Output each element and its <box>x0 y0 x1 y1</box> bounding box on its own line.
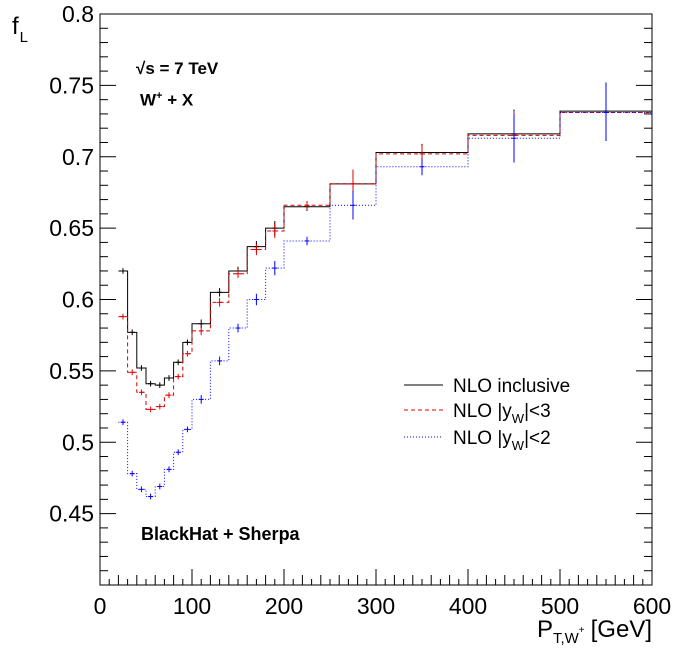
process-annotation-rest: + X <box>162 90 194 110</box>
x-tick-label: 100 <box>173 593 211 619</box>
process-annotation: W+ + X <box>140 90 193 111</box>
x-tick-label: 400 <box>449 593 487 619</box>
x-axis-label-unit: [GeV] <box>591 616 652 643</box>
generator-annotation: BlackHat + Sherpa <box>141 524 300 544</box>
legend-label-inclusive: NLO inclusive <box>453 376 570 397</box>
x-tick-label: 200 <box>265 593 303 619</box>
y-axis-label-sub: L <box>20 29 28 46</box>
y-tick-label: 0.45 <box>49 501 94 527</box>
y-tick-label: 0.8 <box>62 1 94 27</box>
energy-annotation: √s = 7 TeV <box>136 59 219 78</box>
x-tick-label: 600 <box>633 593 671 619</box>
x-tick-label: 500 <box>541 593 579 619</box>
x-tick-label: 0 <box>94 593 107 619</box>
y-tick-label: 0.55 <box>49 358 94 384</box>
y-tick-label: 0.7 <box>62 144 94 170</box>
x-axis-label-sup: + <box>579 625 585 636</box>
legend-label-y3: NLO |yW|<3 <box>453 401 551 426</box>
y-tick-label: 0.6 <box>62 287 94 313</box>
axis-ticks <box>99 13 653 586</box>
y-tick-label: 0.5 <box>62 429 94 455</box>
series-line-2 <box>118 111 652 497</box>
tick-labels: 0 100 200 300 400 500 600 0.45 0.5 0.55 0.6 0.65 0.7… <box>49 1 671 619</box>
x-axis-label: PT,W+ [GeV] <box>537 616 652 647</box>
y-tick-label: 0.65 <box>49 215 94 241</box>
legend: NLO inclusive NLO |yW|<3 NLO |yW|<2 <box>404 376 570 453</box>
series-line-0 <box>118 110 652 386</box>
x-tick-label: 300 <box>357 593 395 619</box>
process-annotation-sup: + <box>156 90 163 102</box>
x-axis-label-sub: T,W <box>553 630 580 647</box>
process-annotation-w: W <box>140 90 157 110</box>
y-axis-label: fL <box>12 13 28 46</box>
series-layer <box>118 82 652 500</box>
series-line-1 <box>118 111 652 410</box>
legend-label-y2: NLO |yW|<2 <box>453 428 551 453</box>
y-tick-label: 0.75 <box>49 72 94 98</box>
